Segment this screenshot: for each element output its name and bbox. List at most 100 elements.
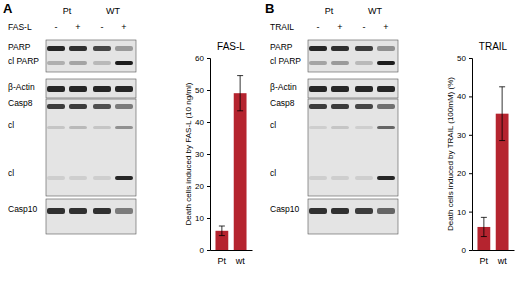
- blot-band: [331, 86, 349, 92]
- tick-label: Pt: [218, 256, 227, 266]
- blot-band: [115, 86, 133, 92]
- error-bar-stem: [221, 226, 222, 236]
- blot-strip: [308, 99, 398, 196]
- blot-band: [355, 104, 373, 109]
- error-bar-stem: [483, 217, 484, 236]
- x-axis: Ptwt: [473, 250, 515, 266]
- tick-mark: [207, 122, 210, 123]
- tick: wt: [497, 250, 507, 266]
- blot-band: [331, 176, 349, 180]
- blot-band: [93, 61, 111, 65]
- blot-band: [69, 61, 87, 65]
- tick: 30: [457, 131, 472, 140]
- blot-band: [355, 86, 373, 92]
- blot-strip: [46, 40, 136, 72]
- tick: 20: [457, 169, 472, 178]
- tick-mark: [207, 58, 210, 59]
- tick: Pt: [218, 250, 227, 266]
- treatment-label: FAS-L: [8, 22, 32, 32]
- band-label: β-Actin: [270, 82, 297, 92]
- blot-band: [93, 208, 111, 214]
- tick: 40: [195, 118, 210, 127]
- band-label: Casp10: [270, 204, 300, 214]
- lane-group: WT: [368, 6, 382, 16]
- plot-area: [477, 87, 508, 250]
- blot-band: [377, 86, 395, 92]
- error-bar: [237, 76, 243, 111]
- chart-title: FAS-L: [217, 41, 245, 52]
- blot-band: [93, 86, 111, 92]
- blot-band: [309, 126, 327, 129]
- error-bar-cap: [499, 86, 505, 87]
- blot-band: [69, 104, 87, 109]
- axis-line: [473, 250, 515, 251]
- tick-mark: [207, 90, 210, 91]
- band-label: Casp10: [8, 204, 38, 214]
- blot-band: [115, 104, 133, 109]
- blot-band: [69, 176, 87, 180]
- tick-label: 20: [457, 169, 466, 178]
- band-label: β-Actin: [8, 82, 35, 92]
- tick: 0: [200, 246, 210, 255]
- tick: 30: [195, 150, 210, 159]
- band-label: PARP: [8, 42, 31, 52]
- tick-mark: [207, 250, 210, 251]
- blot-band: [377, 46, 395, 51]
- error-bar-cap: [237, 110, 243, 111]
- bar: [234, 93, 247, 250]
- blot-band: [69, 126, 87, 129]
- tick-mark: [207, 154, 210, 155]
- tick-mark: [469, 135, 472, 136]
- blot-band: [93, 176, 111, 180]
- blot-strip: [46, 79, 136, 98]
- lane-group: Pt: [63, 6, 72, 16]
- blot-band: [47, 61, 65, 65]
- blot-band: [309, 176, 327, 180]
- tick: 20: [195, 182, 210, 191]
- treatment-sign: +: [121, 22, 126, 32]
- treatment-sign: -: [101, 22, 104, 32]
- blot-band: [331, 46, 349, 51]
- blot-band: [331, 104, 349, 109]
- tick: 10: [195, 214, 210, 223]
- band-label: Casp8: [270, 98, 295, 108]
- treatment-sign: +: [337, 22, 342, 32]
- tick: 50: [457, 54, 472, 63]
- blot-band: [309, 208, 327, 214]
- blot-band: [47, 46, 65, 51]
- tick: 60: [195, 54, 210, 63]
- tick-mark: [469, 250, 472, 251]
- blot-band: [309, 104, 327, 109]
- error-bar: [219, 226, 225, 236]
- tick-mark: [207, 218, 210, 219]
- tick-label: Pt: [480, 256, 489, 266]
- blot-band: [115, 126, 133, 129]
- plot-area: [215, 76, 246, 250]
- y-axis-title: Death cells induced by FAS-L (10 ng/ml): [184, 82, 193, 225]
- blot-band: [331, 126, 349, 129]
- error-bar-cap: [237, 75, 243, 76]
- tick-label: 50: [195, 86, 204, 95]
- blot-band: [47, 176, 65, 180]
- tick-label: 0: [462, 246, 467, 255]
- treatment-label: TRAIL: [270, 22, 294, 32]
- blot-strip: [46, 99, 136, 196]
- axis-line: [211, 250, 253, 251]
- blot-band: [115, 61, 133, 65]
- tick-label: 50: [457, 54, 466, 63]
- tick-label: 20: [195, 182, 204, 191]
- error-bar-cap: [481, 217, 487, 218]
- blot-band: [377, 126, 395, 129]
- blot-band: [69, 86, 87, 92]
- blot-band: [355, 126, 373, 129]
- axis-line: [207, 59, 211, 251]
- blot-band: [47, 86, 65, 92]
- error-bar-cap: [219, 235, 225, 236]
- blot-strip: [46, 199, 136, 234]
- blot-band: [115, 208, 133, 214]
- tick-label: wt: [235, 256, 245, 266]
- tick-mark: [469, 58, 472, 59]
- y-axis: 01020304050: [457, 54, 472, 255]
- blot-band: [47, 104, 65, 109]
- blot-band: [355, 61, 373, 65]
